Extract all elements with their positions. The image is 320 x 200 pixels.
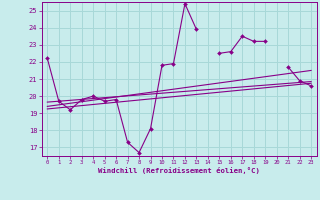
X-axis label: Windchill (Refroidissement éolien,°C): Windchill (Refroidissement éolien,°C) <box>98 167 260 174</box>
